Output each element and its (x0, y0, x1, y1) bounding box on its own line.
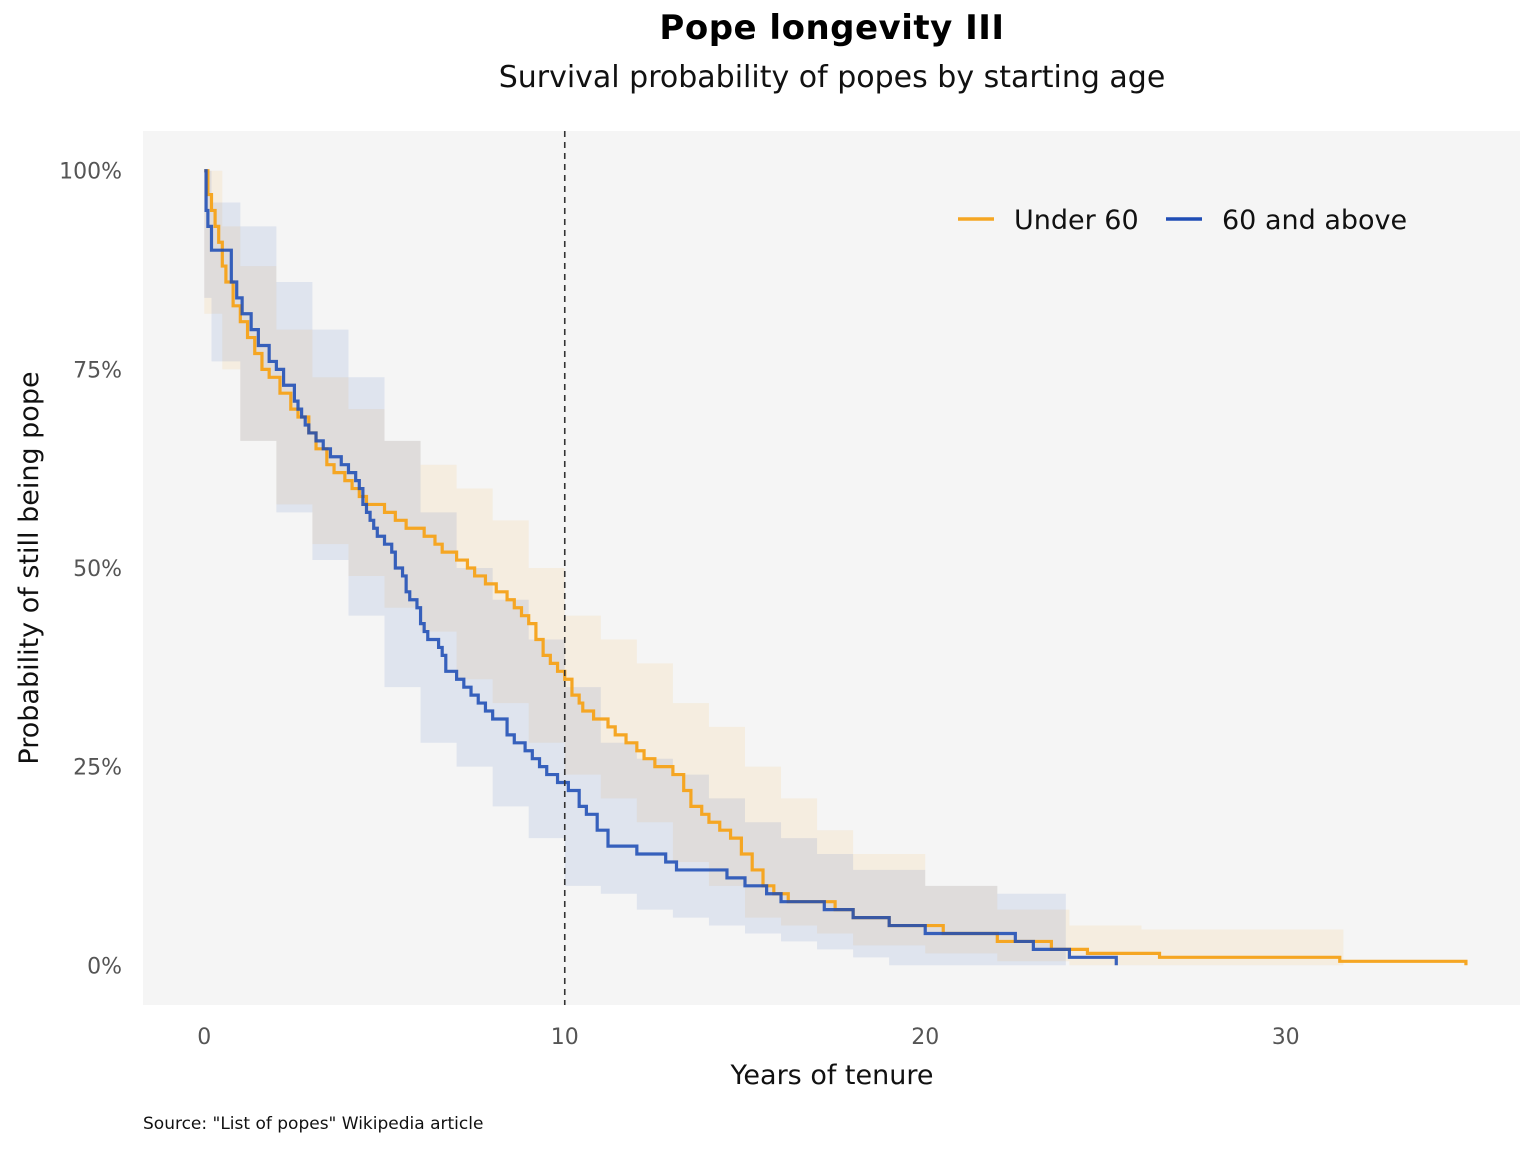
y-tick-label: 25% (73, 756, 122, 781)
survival-line-60-and-above (204, 169, 1118, 966)
y-tick-label: 0% (87, 954, 122, 979)
legend-label-60-and-above: 60 and above (1222, 205, 1407, 236)
source-note: Source: "List of popes" Wikipedia articl… (143, 1114, 484, 1134)
y-tick-label: 100% (59, 160, 122, 185)
y-tick-label: 50% (73, 557, 122, 582)
y-axis-ticks: 0% 25% 50% 75% 100% (59, 160, 122, 980)
legend-label-under-60: Under 60 (1014, 205, 1139, 236)
chart-title: Pope longevity III (659, 8, 1005, 48)
x-axis-ticks: 0 10 20 30 (197, 1025, 1299, 1050)
x-tick-label: 20 (911, 1025, 939, 1050)
legend: Under 60 60 and above (958, 205, 1407, 236)
x-tick-label: 10 (551, 1025, 579, 1050)
y-axis-label: Probability of still being pope (14, 371, 45, 764)
confidence-bands (204, 170, 1344, 966)
x-tick-label: 30 (1272, 1025, 1300, 1050)
plot-panel (143, 131, 1520, 1005)
x-axis-label: Years of tenure (730, 1060, 934, 1091)
survival-line-under-60 (204, 169, 1468, 966)
ci-band-60-and-above (204, 170, 1066, 966)
survival-lines (204, 169, 1468, 966)
x-tick-label: 0 (197, 1025, 211, 1050)
chart-subtitle: Survival probability of popes by startin… (498, 60, 1166, 95)
y-tick-label: 75% (73, 358, 122, 383)
ci-band-under-60 (204, 170, 1344, 966)
